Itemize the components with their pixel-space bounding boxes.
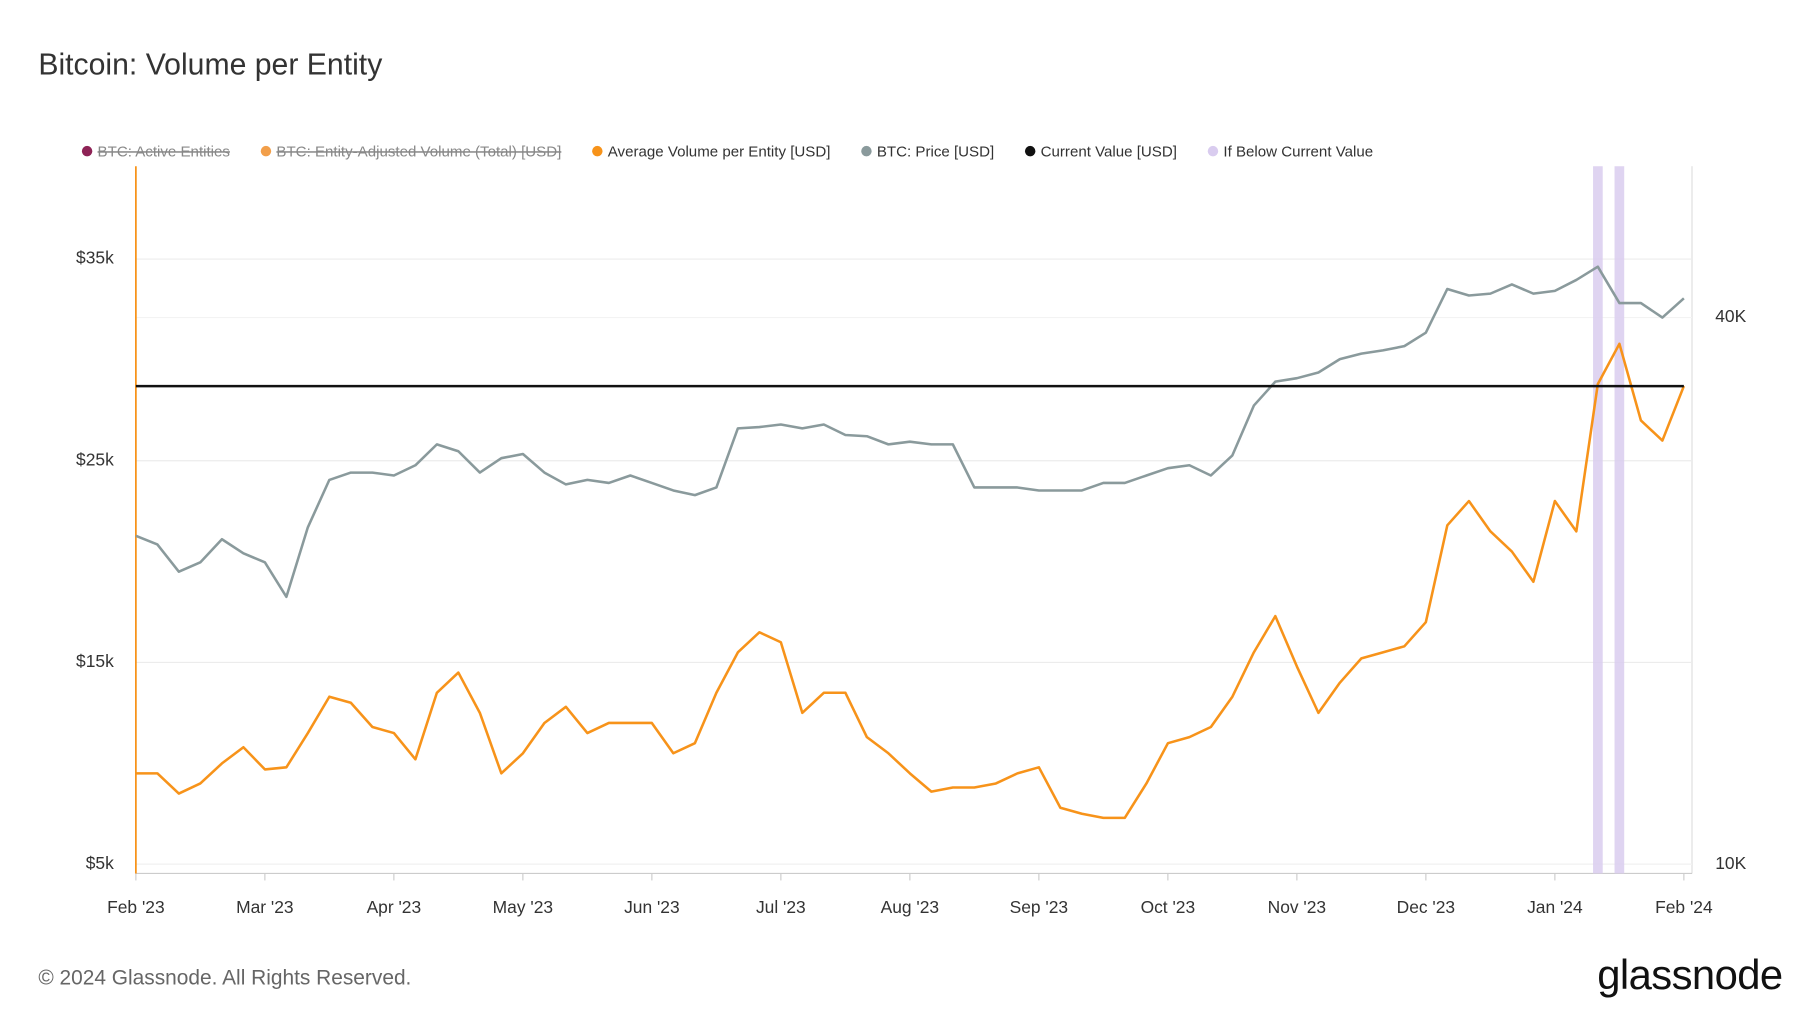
x-tick-label: Oct '23 xyxy=(1141,897,1196,917)
legend-item: Average Volume per Entity [USD] xyxy=(592,143,830,160)
legend-marker xyxy=(260,145,272,157)
x-tick-label: Dec '23 xyxy=(1397,897,1455,917)
brand-logo: glassnode xyxy=(1597,951,1782,998)
x-tick-label: Feb '23 xyxy=(107,897,165,917)
legend-label: Average Volume per Entity [USD] xyxy=(608,143,831,160)
y-tick-label: $25k xyxy=(76,449,114,469)
legend-marker xyxy=(1024,145,1036,157)
x-tick-label: Jul '23 xyxy=(756,897,806,917)
legend-item: Current Value [USD] xyxy=(1024,143,1177,160)
y-tick-label: $35k xyxy=(76,248,114,268)
legend-label: BTC: Entity-Adjusted Volume (Total) [USD… xyxy=(276,143,561,160)
legend-label: If Below Current Value xyxy=(1223,143,1373,160)
legend-marker xyxy=(81,145,93,157)
legend-item: BTC: Active Entities xyxy=(81,143,230,160)
legend-marker xyxy=(592,145,603,157)
y-tick-label: $15k xyxy=(76,651,114,671)
y-tick-label: $5k xyxy=(86,853,114,873)
x-tick-label: Nov '23 xyxy=(1268,897,1326,917)
x-tick-label: Feb '24 xyxy=(1655,897,1713,917)
highlight-band xyxy=(1593,166,1603,874)
legend-label: Current Value [USD] xyxy=(1041,143,1177,160)
legend-marker xyxy=(861,145,872,157)
legend-item: BTC: Entity-Adjusted Volume (Total) [USD… xyxy=(260,143,561,160)
legend-label: BTC: Price [USD] xyxy=(877,143,994,160)
x-tick-label: Sep '23 xyxy=(1010,897,1068,917)
y2-tick-label: 10K xyxy=(1715,853,1746,873)
x-tick-label: Aug '23 xyxy=(881,897,940,917)
x-tick-label: Jan '24 xyxy=(1527,897,1583,917)
series-line xyxy=(135,342,1686,820)
x-tick-label: Jun '23 xyxy=(624,897,680,917)
legend-item: If Below Current Value xyxy=(1207,143,1373,160)
x-tick-label: Apr '23 xyxy=(367,897,422,917)
chart-title: Bitcoin: Volume per Entity xyxy=(38,48,383,81)
series-line xyxy=(135,265,1685,599)
legend-label: BTC: Active Entities xyxy=(98,143,230,160)
highlight-band xyxy=(1614,166,1625,874)
x-tick-label: May '23 xyxy=(493,897,553,917)
legend-item: BTC: Price [USD] xyxy=(861,143,994,160)
legend-marker xyxy=(1207,145,1219,157)
y2-tick-label: 40K xyxy=(1715,306,1746,326)
x-tick-label: Mar '23 xyxy=(236,897,294,917)
copyright: © 2024 Glassnode. All Rights Reserved. xyxy=(38,967,411,990)
